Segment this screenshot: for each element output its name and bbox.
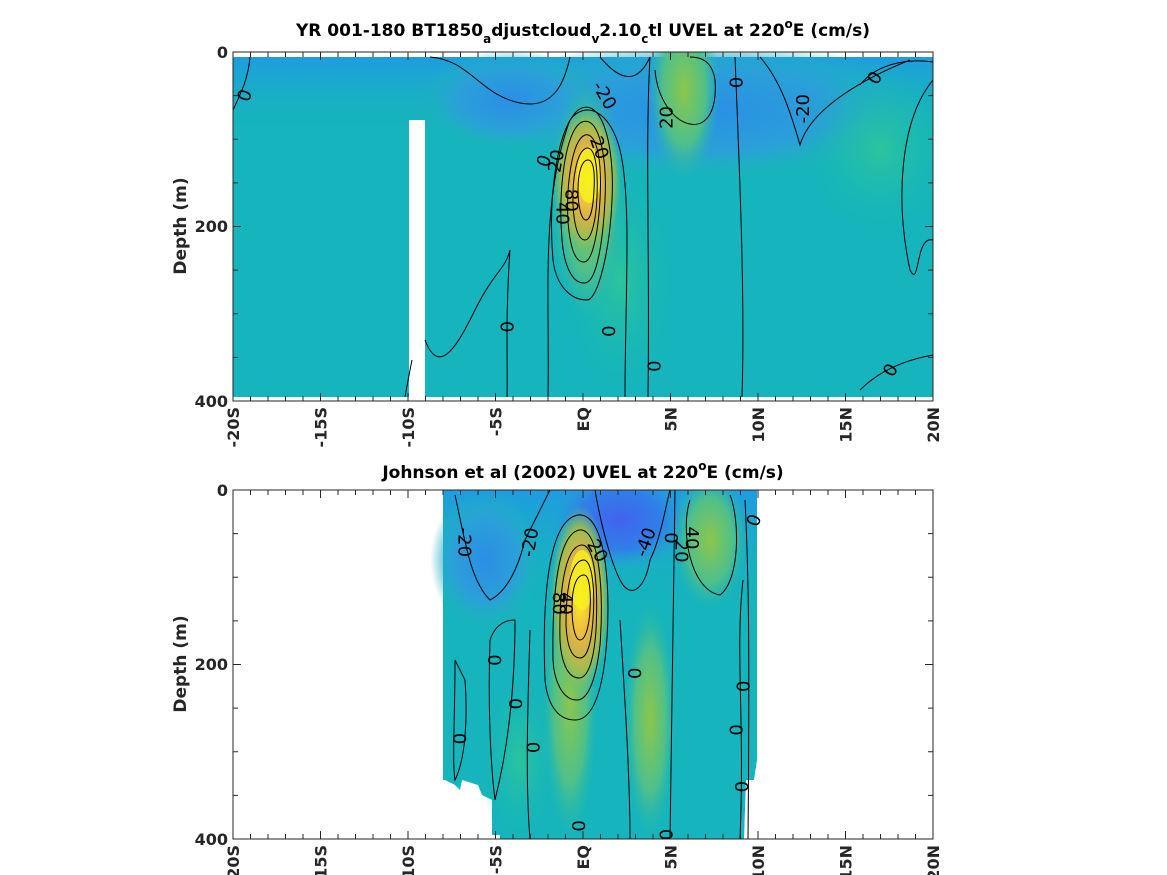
bottom-xtick-label-7: 15N [837, 845, 856, 875]
top-contour-label-2: 20 [657, 106, 678, 129]
bottom-contour-label-5: 20 [671, 540, 692, 563]
top-x-tick-labels: -20S -15S -10S -5S EQ 5N 10N 15N 20N [224, 407, 943, 447]
top-contour-label-10: 40 [552, 202, 573, 225]
bottom-contour-label-15: 0 [734, 681, 755, 692]
top-contour-label-9: 80 [560, 189, 581, 212]
bottom-xtick-label-4: EQ [574, 845, 593, 870]
top-contour-label-3: 0 [727, 77, 748, 88]
bottom-contour-label-18: 0 [569, 820, 590, 831]
top-contour-label-4: -20 [793, 94, 814, 123]
bottom-title: Johnson et al (2002) UVEL at 220oE (cm/s… [381, 459, 783, 483]
bottom-xtick-label-1: -15S [312, 845, 331, 875]
top-title: YR 001-180 BT1850adjustcloudv2.10ctl UVE… [295, 17, 870, 46]
top-xtick-label-6: 10N [749, 407, 768, 443]
top-axis-ticks [232, 51, 934, 402]
bottom-xtick-label-8: 20N [924, 845, 943, 875]
bottom-contour-label-14: 0 [625, 667, 646, 678]
bottom-contour-label-4: 0 [660, 532, 681, 543]
top-ytick-200: 200 [195, 217, 228, 236]
top-contour-lines [233, 56, 933, 398]
bottom-contour-lines [453, 490, 750, 839]
bottom-xtick-label-3: -5S [487, 845, 506, 874]
bottom-contour-label-12: 0 [450, 733, 471, 744]
bottom-ytick-200: 200 [195, 655, 228, 674]
bottom-axis-ticks [232, 489, 934, 840]
bottom-panel: Johnson et al (2002) UVEL at 220oE (cm/s… [171, 459, 943, 875]
top-xtick-label-0: -20S [224, 407, 243, 447]
top-contour-label-11: 0 [497, 321, 518, 332]
bottom-x-tick-labels: -20S -15S -10S -5S EQ 5N 10N 15N 20N [224, 845, 943, 875]
top-xtick-label-2: -10S [399, 407, 418, 447]
bottom-y-axis-label: Depth (m) [171, 615, 191, 712]
top-contour-label-7: 20 [544, 148, 569, 174]
top-xtick-label-1: -15S [312, 407, 331, 447]
top-y-axis-label: Depth (m) [171, 177, 191, 274]
bottom-ytick-400: 400 [195, 830, 228, 849]
bottom-contour-label-16: 0 [727, 724, 748, 735]
top-contour-label-13: 0 [644, 360, 665, 371]
bottom-contour-label-6: 40 [681, 527, 702, 550]
top-ytick-0: 0 [217, 43, 228, 62]
top-xtick-label-8: 20N [924, 407, 943, 443]
bottom-xtick-label-2: -10S [399, 845, 418, 875]
top-contour-label-12: 0 [599, 325, 620, 336]
bottom-contour-label-8: 40 [555, 592, 576, 615]
bottom-contour-label-11: 0 [506, 698, 527, 709]
bottom-contour-label-0: -20 [454, 528, 475, 557]
top-xtick-label-4: EQ [574, 407, 593, 432]
bottom-ytick-0: 0 [217, 481, 228, 500]
top-xtick-label-7: 15N [837, 407, 856, 443]
top-missing-data-strip [409, 120, 425, 397]
bottom-xtick-label-0: -20S [224, 845, 243, 875]
bottom-xtick-label-5: 5N [662, 845, 681, 870]
bottom-contour-label-19: 0 [657, 829, 678, 840]
bottom-contour-label-1: -20 [518, 526, 544, 559]
bottom-contour-label-9: 80 [548, 592, 569, 615]
bottom-contour-label-10: 0 [485, 654, 506, 665]
bottom-contour-label-17: 0 [732, 781, 753, 792]
top-panel: YR 001-180 BT1850adjustcloudv2.10ctl UVE… [171, 17, 943, 447]
bottom-contour-label-13: 0 [524, 742, 545, 753]
bottom-xtick-label-6: 10N [749, 845, 768, 875]
top-ytick-400: 400 [195, 392, 228, 411]
top-xtick-label-3: -5S [487, 407, 506, 436]
top-xtick-label-5: 5N [662, 407, 681, 432]
